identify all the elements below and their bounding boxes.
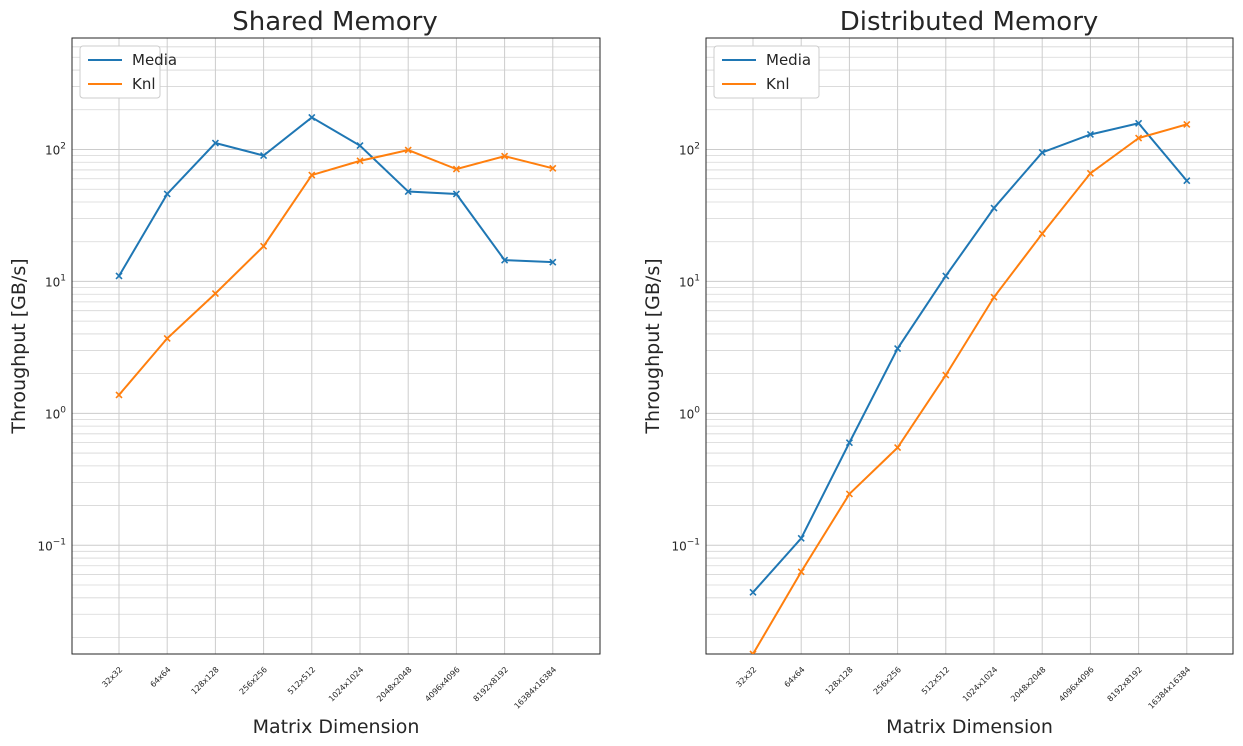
legend-label-knl: Knl — [132, 75, 156, 93]
data-point-knl — [1183, 120, 1191, 128]
series-line-knl — [118, 149, 554, 396]
x-tick-label: 16384x16384 — [1147, 665, 1193, 711]
chart-panel-distributed-memory: 10−1 100 101 102 32x32 64x64 128x128 256x256 512… — [642, 7, 1234, 738]
data-point-knl — [1086, 169, 1094, 177]
data-point-media — [1135, 119, 1143, 127]
x-tick-label: 1024x1024 — [961, 665, 1000, 704]
data-point-media — [942, 272, 950, 280]
data-point-media — [749, 588, 757, 596]
data-point-knl — [452, 165, 460, 173]
data-point-knl — [211, 289, 219, 298]
data-point-knl — [404, 146, 412, 154]
y-tick-label: 10−1 — [671, 537, 700, 553]
data-point-knl — [549, 164, 557, 172]
x-tick-label: 4096x4096 — [423, 665, 462, 704]
y-axis-label: Throughput [GB/s] — [642, 258, 664, 434]
x-tick-label: 16384x16384 — [513, 665, 559, 711]
x-axis-label: Matrix Dimension — [253, 716, 420, 738]
data-point-knl — [163, 334, 171, 342]
chart-title: Distributed Memory — [840, 7, 1099, 37]
y-tick-label: 102 — [45, 141, 66, 157]
series-line-knl — [752, 123, 1188, 654]
x-tick-label: 2048x2048 — [1009, 665, 1048, 704]
data-point-knl — [1038, 230, 1046, 238]
series-line-media — [752, 122, 1188, 594]
data-point-knl — [749, 650, 757, 654]
x-tick-label: 512x512 — [286, 665, 317, 696]
x-axis-label: Matrix Dimension — [886, 716, 1053, 738]
chart-title: Shared Memory — [232, 7, 438, 37]
data-point-media — [894, 344, 902, 353]
data-point-media — [211, 139, 219, 147]
x-tick-label: 128x128 — [824, 665, 855, 696]
data-point-media — [308, 113, 316, 121]
x-tick-label: 2048x2048 — [375, 665, 414, 704]
y-tick-label: 100 — [45, 405, 66, 421]
x-tick-label: 128x128 — [190, 665, 221, 696]
y-tick-label: 101 — [679, 273, 700, 289]
data-point-knl — [894, 444, 902, 452]
data-point-media — [260, 151, 268, 160]
chart-panel-shared-memory: 10−1 100 101 102 32x32 64x64 128x128 256x256 512… — [8, 7, 601, 738]
x-tick-label: 64x64 — [149, 665, 173, 689]
x-tick-label: 32x32 — [100, 665, 124, 689]
legend-label-media: Media — [766, 51, 811, 69]
data-point-knl — [797, 568, 805, 576]
data-point-media — [501, 256, 509, 264]
data-point-knl — [942, 371, 950, 379]
data-point-knl — [1135, 134, 1143, 142]
x-tick-label: 8192x8192 — [472, 665, 511, 704]
data-point-media — [115, 272, 123, 280]
data-point-media — [356, 142, 364, 150]
data-point-media — [1086, 130, 1094, 139]
legend-label-media: Media — [132, 51, 177, 69]
data-point-media — [452, 190, 460, 198]
data-point-knl — [260, 242, 268, 250]
x-tick-label: 32x32 — [734, 665, 758, 689]
data-point-knl — [845, 490, 853, 498]
x-tick-label: 512x512 — [920, 665, 951, 696]
data-point-media — [845, 439, 853, 447]
x-tick-label: 1024x1024 — [327, 665, 366, 704]
x-tick-label: 4096x4096 — [1057, 665, 1096, 704]
data-point-knl — [990, 293, 998, 301]
series-line-media — [118, 116, 553, 277]
data-point-media — [549, 258, 557, 266]
y-tick-label: 10−1 — [37, 537, 66, 553]
y-axis-label: Throughput [GB/s] — [8, 258, 30, 434]
x-tick-label: 8192x8192 — [1106, 665, 1145, 704]
legend: Media Knl — [79, 45, 177, 99]
x-tick-label: 64x64 — [783, 665, 807, 689]
plot-frame — [71, 37, 601, 655]
y-tick-label: 100 — [679, 405, 700, 421]
plot-frame — [705, 37, 1234, 655]
data-point-knl — [308, 171, 316, 179]
x-tick-label: 256x256 — [872, 665, 903, 696]
data-point-media — [1038, 148, 1046, 157]
grid — [706, 37, 1233, 654]
legend-label-knl: Knl — [766, 75, 790, 93]
data-point-knl — [115, 391, 123, 399]
data-point-knl — [356, 157, 364, 165]
plot-area — [749, 119, 1191, 654]
y-tick-label: 102 — [679, 141, 700, 157]
data-point-media — [797, 534, 805, 542]
data-point-knl — [501, 152, 509, 160]
x-tick-label: 256x256 — [238, 665, 269, 696]
y-tick-label: 101 — [45, 273, 66, 289]
data-point-media — [990, 204, 998, 212]
grid — [72, 37, 600, 654]
data-point-media — [1183, 177, 1191, 185]
legend: Media Knl — [713, 45, 820, 99]
data-point-media — [163, 190, 171, 198]
data-point-media — [404, 187, 412, 196]
plot-area — [115, 113, 557, 399]
